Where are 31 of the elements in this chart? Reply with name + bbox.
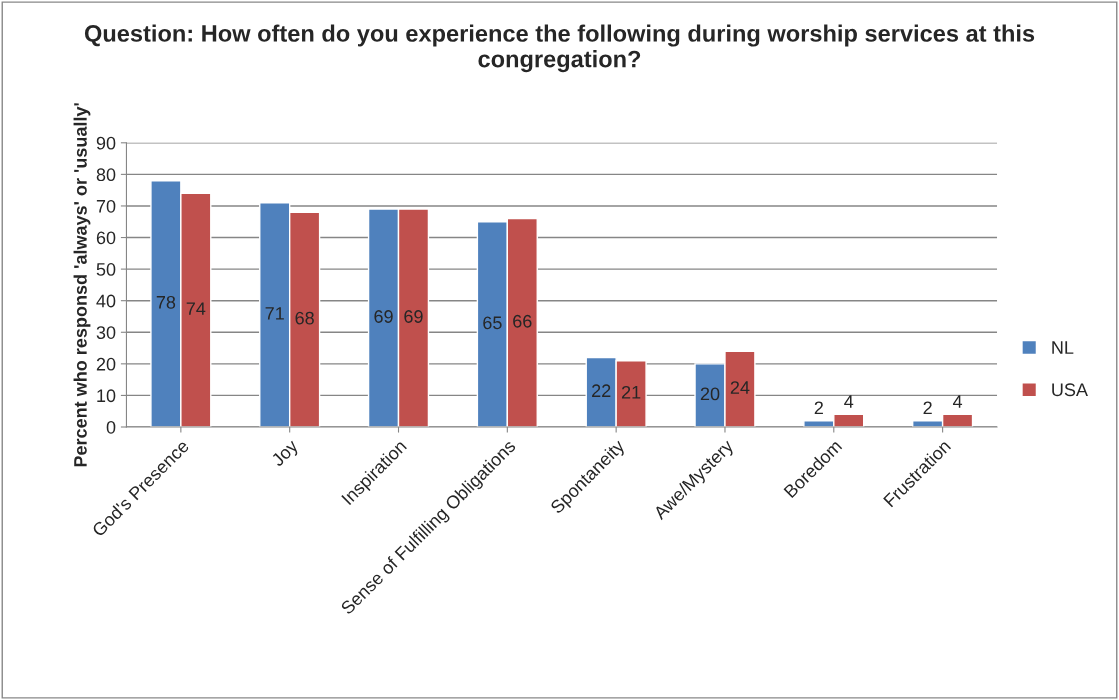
y-tick-label: 50 xyxy=(96,263,116,276)
data-label: 69 xyxy=(374,310,393,323)
data-label: 2 xyxy=(814,401,823,415)
legend-label: USA xyxy=(1052,383,1088,397)
data-label: 24 xyxy=(730,381,750,394)
y-tick-label: 80 xyxy=(96,168,116,182)
y-tick-label: 40 xyxy=(96,294,116,308)
y-tick-label: 70 xyxy=(96,199,116,213)
data-label: 2 xyxy=(923,401,932,415)
y-tick-label: 0 xyxy=(106,420,116,434)
y-tick-label: 30 xyxy=(96,326,116,339)
chart-title: Question: How often do you experience the following during worship services at this congregation? xyxy=(84,24,1035,73)
y-tick-label: 20 xyxy=(96,357,116,371)
data-label: 4 xyxy=(952,395,963,408)
data-label: 69 xyxy=(404,310,423,323)
data-label: 74 xyxy=(186,302,206,315)
data-label: 78 xyxy=(156,295,176,309)
data-label: 21 xyxy=(621,385,641,399)
y-axis-title: Percent who responsd 'always' or 'usually' xyxy=(73,103,91,467)
data-label: 20 xyxy=(700,387,720,401)
y-tick-label: 10 xyxy=(97,389,116,403)
data-label: 4 xyxy=(844,395,854,408)
data-label: 68 xyxy=(295,311,314,325)
legend-label: NL xyxy=(1052,341,1074,354)
y-tick-label: 60 xyxy=(96,231,116,245)
data-label: 66 xyxy=(513,314,532,328)
data-label: 22 xyxy=(592,384,611,397)
y-tick-label: 90 xyxy=(96,136,116,150)
x-tick-label: Joy xyxy=(270,438,302,470)
data-label: 65 xyxy=(483,316,502,330)
data-label: 71 xyxy=(265,307,284,320)
